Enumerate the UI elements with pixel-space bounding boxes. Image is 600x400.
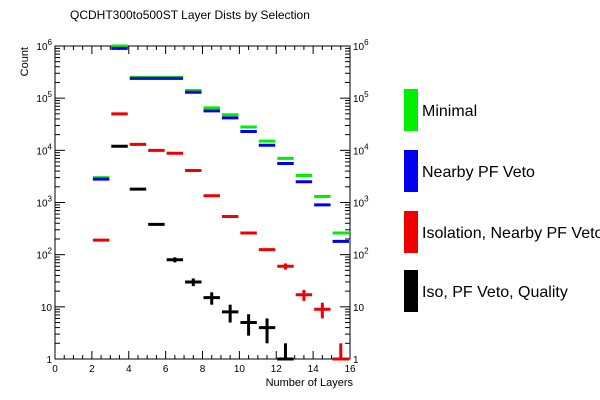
legend: Minimal Nearby PF Veto Isolation, Nearby P… [404, 89, 600, 312]
legend-swatch [404, 270, 418, 312]
x-tick-label: 6 [163, 364, 169, 375]
series-2 [92, 112, 349, 361]
legend-label: Isolation, Nearby PF Veto [422, 225, 600, 242]
x-tick-label: 8 [200, 364, 206, 375]
y-tick-label-left: 10 [41, 303, 53, 314]
x-tick-label: 0 [52, 364, 58, 375]
legend-swatch [404, 89, 418, 131]
y-tick-label-left: 1 [46, 355, 52, 366]
chart-title: QCDHT300to500ST Layer Dists by Selection [70, 8, 310, 22]
legend-label: Iso, PF Veto, Quality [422, 284, 568, 301]
y-axis: 1 1 10 10 102 102 103 103 104 104 105 105 106 106 [36, 38, 369, 366]
y-tick-label-right: 102 [353, 247, 369, 262]
plot-border [54, 45, 351, 360]
y-tick-label-left: 106 [36, 38, 52, 53]
x-axis: 0 2 4 6 8 10 12 14 16 [52, 46, 356, 375]
y-tick-label-left: 103 [36, 195, 52, 210]
plot-frame [54, 45, 351, 360]
series-3 [111, 144, 294, 361]
y-tick-label-left: 105 [36, 90, 52, 105]
series-1 [92, 46, 349, 243]
y-tick-label-left: 102 [36, 247, 52, 262]
series-0 [92, 44, 349, 235]
y-tick-label-right: 104 [353, 142, 369, 157]
y-tick-label-left: 104 [36, 142, 52, 157]
y-tick-label-right: 105 [353, 90, 369, 105]
legend-label: Nearby PF Veto [422, 164, 535, 181]
x-axis-label: Number of Layers [266, 377, 354, 389]
y-tick-label-right: 106 [353, 38, 369, 53]
x-tick-label: 14 [308, 364, 320, 375]
legend-label: Minimal [422, 103, 477, 120]
x-tick-label: 2 [89, 364, 95, 375]
legend-swatch [404, 150, 418, 192]
x-tick-label: 10 [234, 364, 246, 375]
y-tick-label-right: 10 [353, 303, 365, 314]
x-tick-label: 16 [344, 364, 356, 375]
x-tick-label: 4 [126, 364, 132, 375]
legend-swatch [404, 211, 418, 253]
y-tick-label-right: 1 [353, 355, 359, 366]
y-axis-label: Count [19, 47, 31, 76]
x-tick-label: 12 [271, 364, 283, 375]
y-tick-label-right: 103 [353, 195, 369, 210]
plot-series [92, 44, 349, 361]
